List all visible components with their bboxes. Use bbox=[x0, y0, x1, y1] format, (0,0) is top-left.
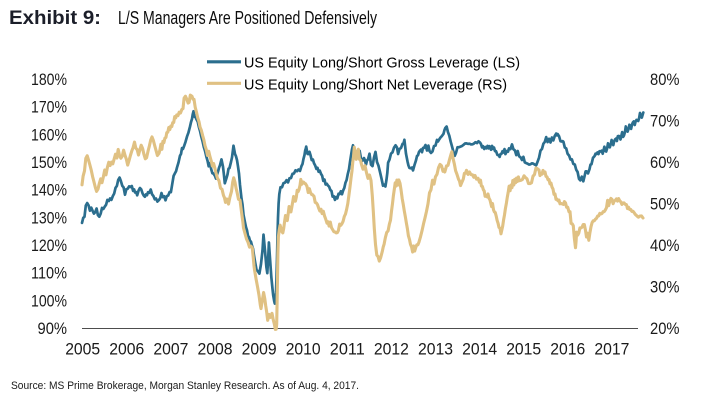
svg-text:L/S Managers Are Positioned De: L/S Managers Are Positioned Defensively bbox=[118, 8, 377, 28]
svg-text:2012: 2012 bbox=[374, 341, 409, 359]
svg-text:90%: 90% bbox=[38, 320, 68, 338]
svg-text:2015: 2015 bbox=[506, 341, 541, 359]
svg-text:US Equity Long/Short Net Lever: US Equity Long/Short Net Leverage (RS) bbox=[244, 77, 507, 93]
svg-text:50%: 50% bbox=[650, 196, 680, 214]
svg-text:20%: 20% bbox=[650, 320, 680, 338]
svg-text:2009: 2009 bbox=[242, 341, 277, 359]
svg-text:180%: 180% bbox=[31, 71, 67, 89]
svg-text:170%: 170% bbox=[31, 99, 67, 117]
svg-text:2006: 2006 bbox=[109, 341, 144, 359]
svg-text:2013: 2013 bbox=[418, 341, 453, 359]
svg-text:2005: 2005 bbox=[65, 341, 100, 359]
svg-text:US Equity Long/Short Gross Lev: US Equity Long/Short Gross Leverage (LS) bbox=[244, 55, 520, 71]
svg-text:70%: 70% bbox=[650, 113, 680, 131]
svg-text:2007: 2007 bbox=[153, 341, 188, 359]
svg-text:2017: 2017 bbox=[594, 341, 629, 359]
svg-text:120%: 120% bbox=[31, 237, 67, 255]
svg-text:2010: 2010 bbox=[286, 341, 321, 359]
svg-text:2016: 2016 bbox=[550, 341, 585, 359]
svg-text:40%: 40% bbox=[650, 237, 680, 255]
svg-text:60%: 60% bbox=[650, 154, 680, 172]
svg-text:100%: 100% bbox=[31, 292, 67, 310]
svg-text:Exhibit 9:: Exhibit 9: bbox=[9, 8, 101, 29]
svg-text:30%: 30% bbox=[650, 279, 680, 297]
svg-text:130%: 130% bbox=[31, 209, 67, 227]
svg-text:110%: 110% bbox=[31, 265, 67, 283]
svg-text:140%: 140% bbox=[31, 182, 67, 200]
svg-text:80%: 80% bbox=[650, 71, 680, 89]
svg-text:160%: 160% bbox=[31, 126, 67, 144]
svg-text:2011: 2011 bbox=[330, 341, 365, 359]
svg-text:2014: 2014 bbox=[462, 341, 497, 359]
svg-text:2008: 2008 bbox=[198, 341, 233, 359]
svg-text:150%: 150% bbox=[31, 154, 67, 172]
svg-text:Source: MS Prime Brokerage, Mo: Source: MS Prime Brokerage, Morgan Stanl… bbox=[11, 380, 359, 392]
